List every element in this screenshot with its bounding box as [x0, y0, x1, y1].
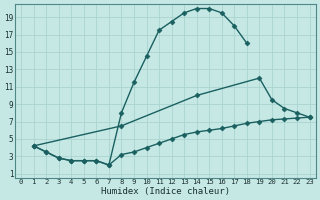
- X-axis label: Humidex (Indice chaleur): Humidex (Indice chaleur): [101, 187, 230, 196]
